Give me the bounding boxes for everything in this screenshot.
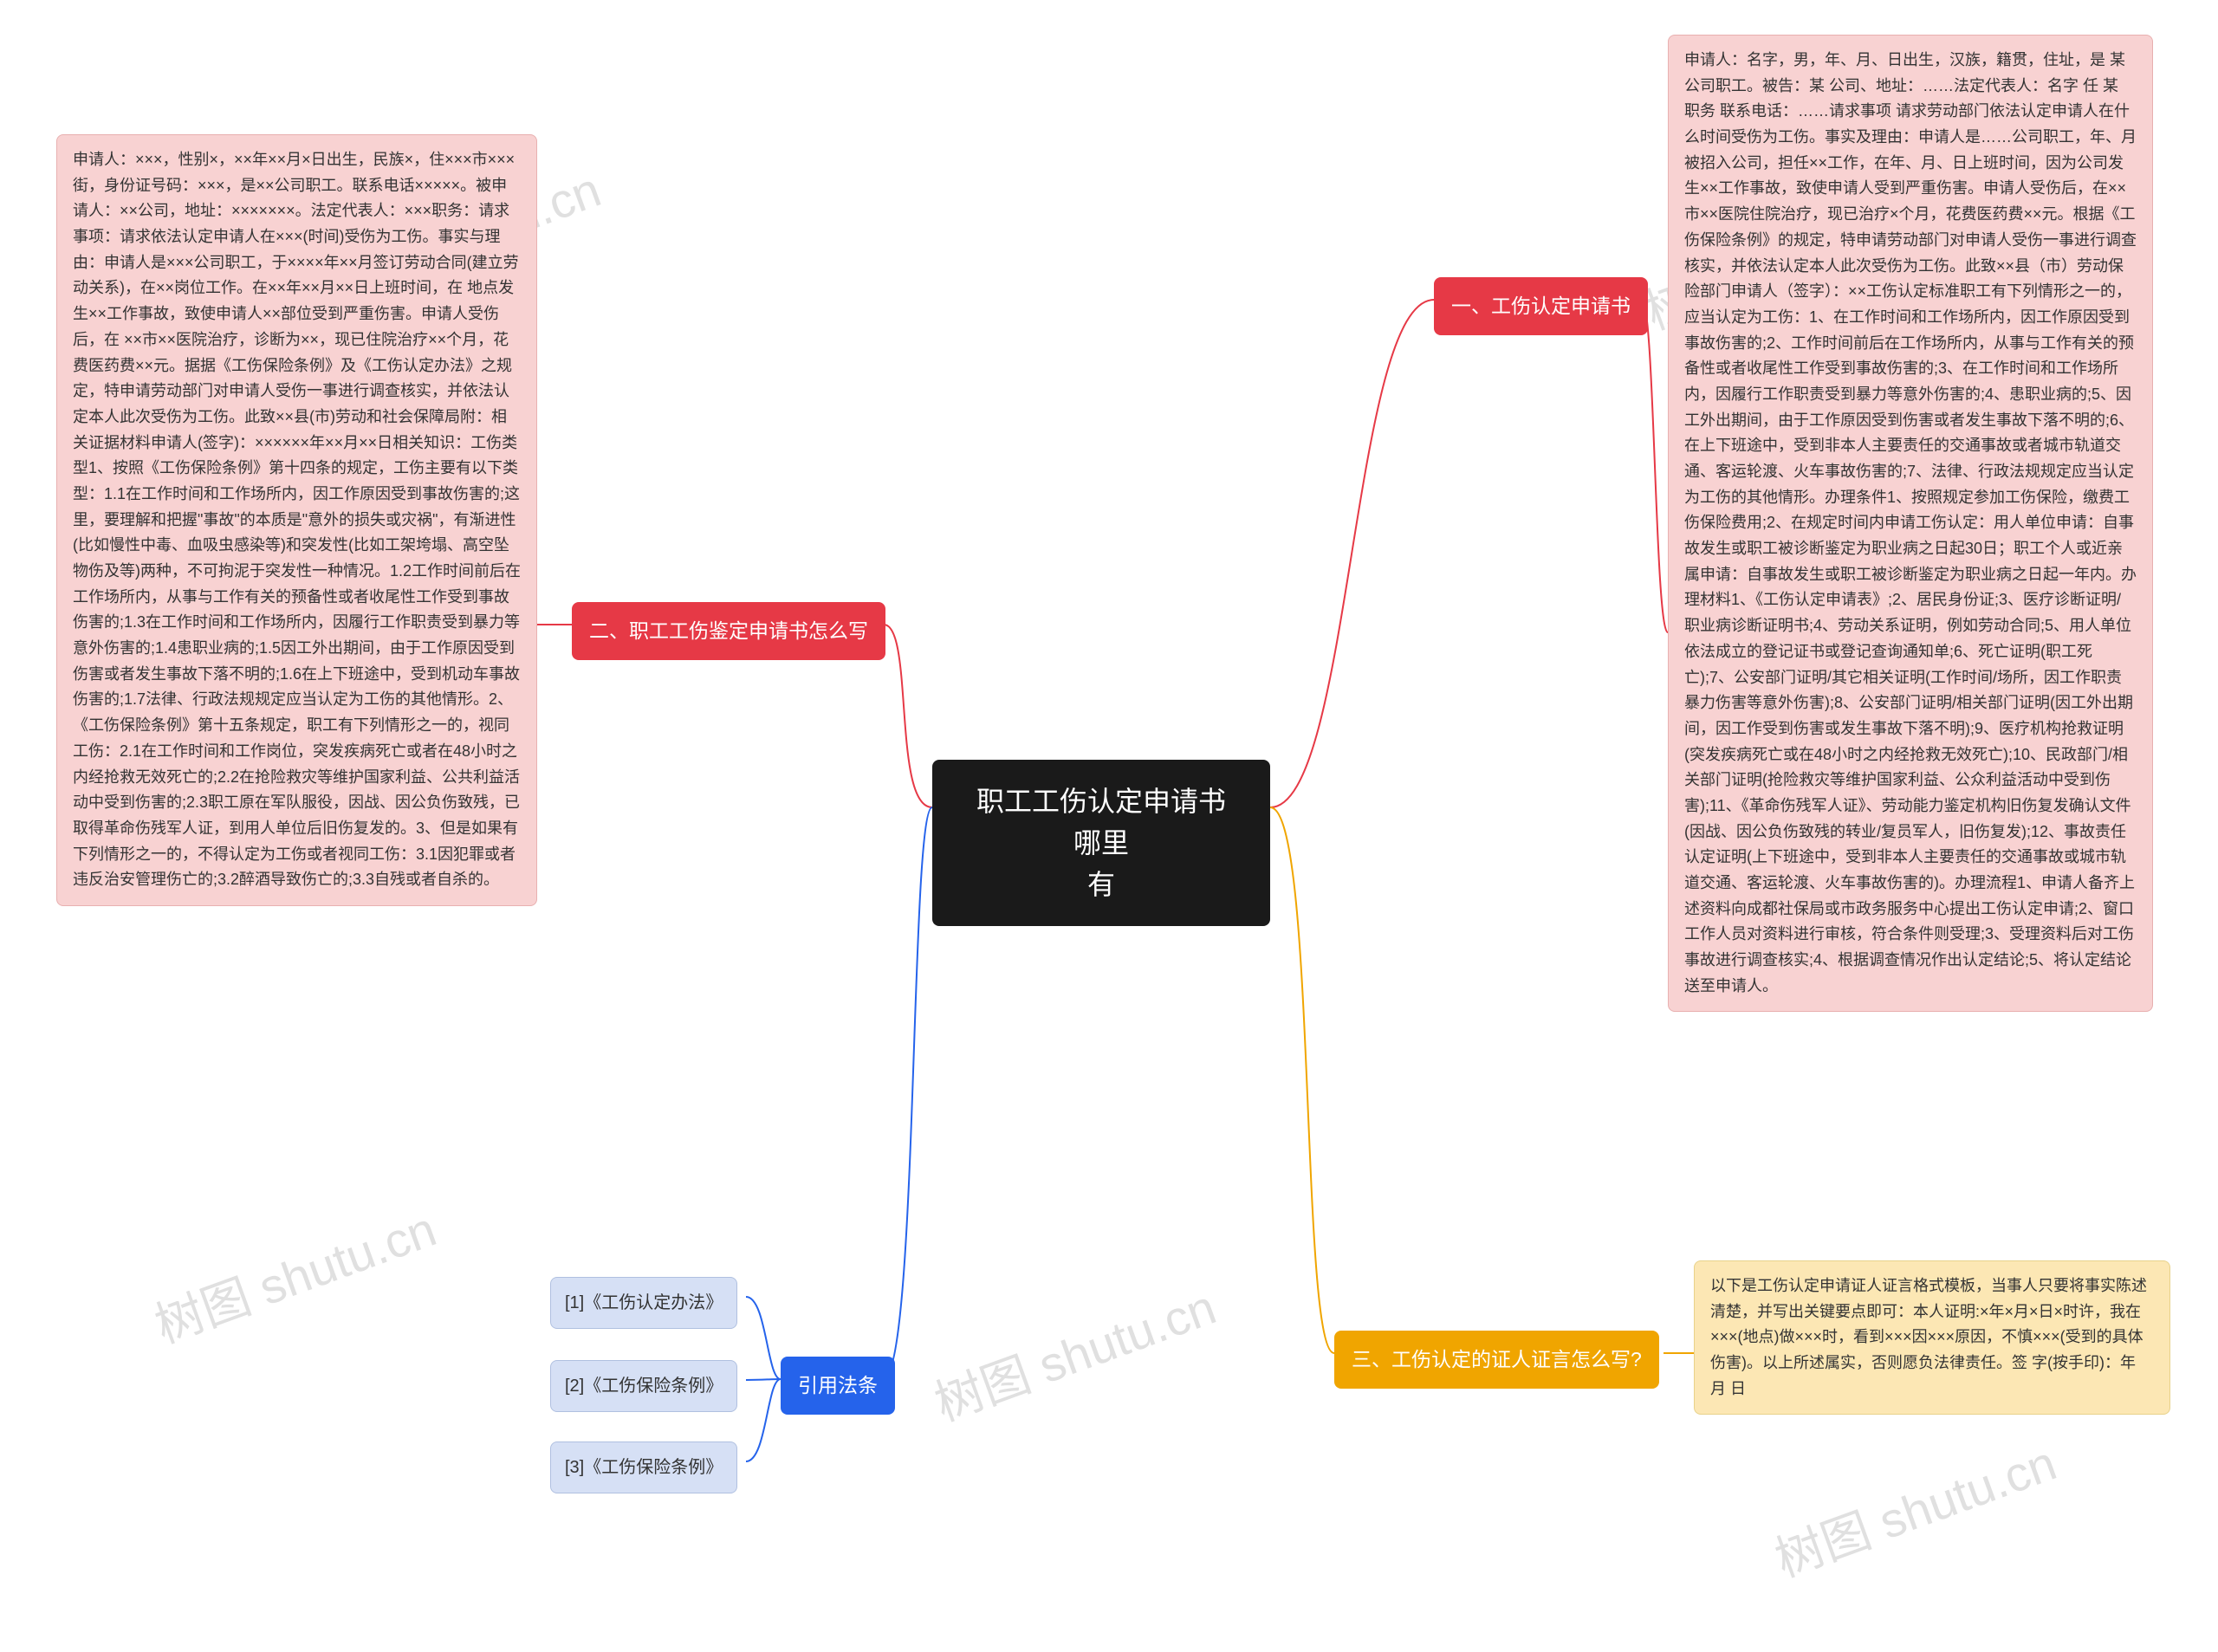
- section-one-header: 一、工伤认定申请书: [1434, 277, 1648, 335]
- watermark: 树图 shutu.cn: [144, 1190, 444, 1357]
- section-two-header: 二、职工工伤鉴定申请书怎么写: [572, 602, 885, 660]
- section-two-content: 申请人：×××，性别×，××年××月×日出生，民族×，住×××市×××街，身份证…: [56, 134, 537, 906]
- center-node: 职工工伤认定申请书哪里 有: [932, 760, 1270, 926]
- section-three-header: 三、工伤认定的证人证言怎么写?: [1334, 1331, 1659, 1389]
- watermark: 树图 shutu.cn: [1764, 1424, 2065, 1590]
- section-three-content: 以下是工伤认定申请证人证言格式模板，当事人只要将事实陈述清楚，并写出关键要点即可…: [1694, 1260, 2170, 1415]
- ref-item: [2]《工伤保险条例》: [550, 1360, 737, 1412]
- ref-item: [1]《工伤认定办法》: [550, 1277, 737, 1329]
- ref-item: [3]《工伤保险条例》: [550, 1441, 737, 1493]
- watermark: 树图 shutu.cn: [924, 1268, 1224, 1435]
- section-one-content: 申请人：名字，男，年、月、日出生，汉族，籍贯，住址，是 某 公司职工。被告：某 …: [1668, 35, 2153, 1012]
- refs-header: 引用法条: [781, 1357, 895, 1415]
